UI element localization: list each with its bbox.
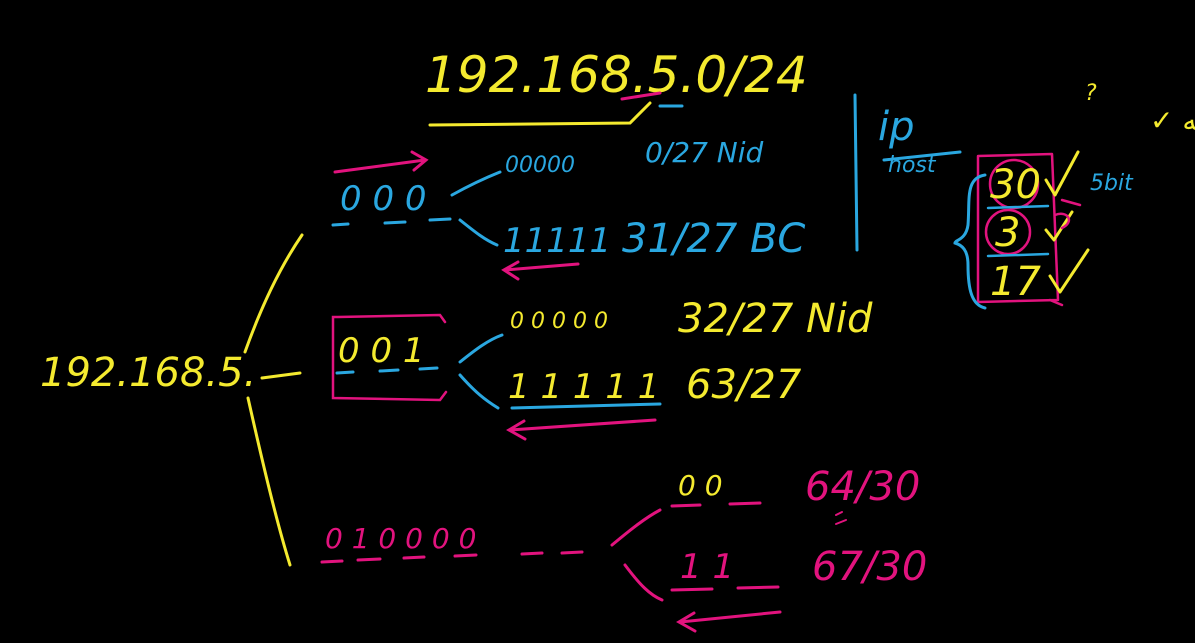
side-counts-box xyxy=(976,152,1060,304)
side-bit-note: 5bit xyxy=(1090,171,1134,196)
title-magenta-tick xyxy=(620,91,662,101)
side-arabic-note: سه شبکه ✓ xyxy=(1150,104,1195,137)
branch-b-arrow-bottom xyxy=(506,418,657,441)
branch-c-underline xyxy=(320,550,584,564)
branch-b-ones: 1 1 1 1 1 xyxy=(508,367,659,407)
divider-line xyxy=(853,93,859,252)
side-host-strike xyxy=(882,150,962,162)
side-counts-brace xyxy=(953,173,987,310)
branch-c-small-marks xyxy=(835,511,847,525)
branch-c-underline-ones xyxy=(670,585,780,592)
branch-c-broadcast-label: 67/30 xyxy=(812,544,927,590)
branch-a-fork-up xyxy=(450,170,502,197)
branch-a-arrow-top xyxy=(333,150,429,174)
title-network-address: 192.168.5.0/24 xyxy=(425,46,808,104)
branch-b-fork-down xyxy=(458,373,500,410)
branch-a-arrow-bottom xyxy=(501,260,580,281)
branch-line-top xyxy=(243,233,304,354)
branch-c-fork-up xyxy=(610,508,662,547)
branch-a-ones: 11111 xyxy=(503,221,611,261)
branch-b-zeros: 0 0 0 0 0 xyxy=(510,309,608,334)
branch-c-zeros: 0 0 xyxy=(678,469,723,502)
side-question-mark: ? xyxy=(1085,81,1097,106)
branch-a-fork-down xyxy=(458,218,499,247)
side-ip-label: ip xyxy=(878,104,915,150)
branch-c-bits: 0 1 0 0 0 0 xyxy=(325,522,476,555)
side-count-circle-3 xyxy=(984,208,1032,256)
branch-b-bits: 0 0 1 xyxy=(338,331,425,371)
side-count-2: 3 xyxy=(995,210,1020,256)
branch-a-bits: 0 0 0 xyxy=(340,179,427,219)
branch-a-broadcast-label: 31/27 BC xyxy=(622,216,805,262)
side-magenta-scribbles xyxy=(1048,198,1082,307)
branch-b-network-label: 32/27 Nid xyxy=(678,296,873,342)
side-count-1: 30 xyxy=(990,162,1041,208)
branch-line-bottom xyxy=(246,396,292,567)
root-connector xyxy=(260,371,302,380)
side-count-3: 17 xyxy=(990,259,1041,305)
branch-b-underline xyxy=(335,366,439,375)
branch-b-bracket xyxy=(331,313,448,402)
side-count-dividers xyxy=(986,204,1050,258)
branch-a-underline xyxy=(331,217,452,227)
root-prefix: 192.168.5. xyxy=(40,350,256,396)
branch-c-fork-down xyxy=(623,563,664,602)
branch-c-ones: 1 1 xyxy=(680,547,734,587)
branch-b-fork-up xyxy=(458,333,504,364)
branch-a-network-label: 0/27 Nid xyxy=(645,136,764,169)
branch-c-underline-zeros xyxy=(670,501,762,508)
title-underline xyxy=(428,101,652,127)
branch-c-arrow-bottom xyxy=(676,610,782,633)
side-check-marks xyxy=(1044,150,1090,294)
branch-b-broadcast-label: 63/27 xyxy=(686,362,802,408)
branch-c-network-label: 64/30 xyxy=(805,464,920,510)
branch-a-zeros: 00000 xyxy=(505,153,575,178)
branch-b-underline-ones xyxy=(510,402,662,410)
